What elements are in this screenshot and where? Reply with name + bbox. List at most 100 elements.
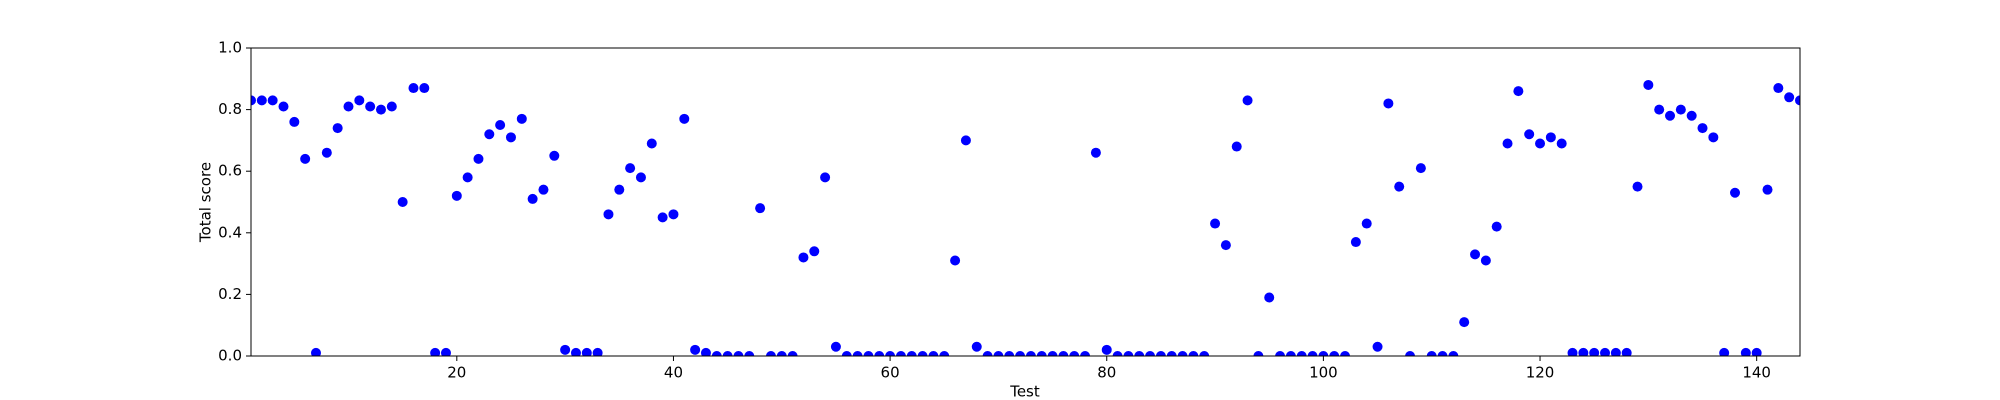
point [679,113,690,124]
point [820,172,831,183]
point [1600,347,1611,356]
point [1632,181,1643,192]
point [1686,110,1697,121]
point [614,184,625,195]
point [1090,147,1101,158]
point [1437,351,1448,356]
point [570,347,581,356]
point [895,351,906,356]
point [1578,347,1589,356]
point [267,95,278,106]
x-tick-label: 20 [447,364,466,382]
point [1535,138,1546,149]
point [1264,292,1275,303]
point [1242,95,1253,106]
y-tick-label: 0.8 [218,100,242,118]
point [462,172,473,183]
y-tick-label: 0.0 [218,347,242,365]
point [690,344,701,355]
point [419,83,430,94]
point [495,120,506,130]
point [939,351,950,356]
x-tick-label: 40 [664,364,683,382]
point [1296,351,1307,356]
point [397,197,408,207]
point [1448,351,1459,356]
point [657,212,668,223]
point [1025,351,1036,356]
point [278,101,289,112]
point [1762,184,1773,195]
point [1361,218,1372,229]
point [1719,347,1730,356]
x-axis-label: Test [1009,383,1040,400]
point [1491,221,1502,232]
point [1708,132,1719,143]
point [1210,218,1221,229]
point [1080,351,1091,356]
point [1307,351,1318,356]
point [430,347,441,356]
point [960,135,971,146]
point [1004,351,1015,356]
point [581,347,592,356]
point [765,351,776,356]
point [1199,351,1210,356]
point [386,101,397,112]
point [1015,351,1026,356]
point [1751,347,1762,356]
x-tick-label: 80 [1097,364,1116,382]
point [1275,351,1286,356]
point [1340,351,1351,356]
point [1036,351,1047,356]
point [798,252,809,263]
point [1545,132,1556,143]
y-tick-label: 0.6 [218,162,242,180]
point [1329,351,1340,356]
point [863,351,874,356]
point [1145,351,1156,356]
point [809,246,820,257]
point [874,351,885,356]
point [603,209,614,220]
point [310,347,321,356]
point [1253,351,1264,356]
point [1675,104,1686,115]
point [375,104,386,115]
point [1220,240,1231,251]
point [841,351,852,356]
point [700,347,711,356]
point [1123,351,1134,356]
point [1069,351,1080,356]
point [516,113,527,124]
point [549,150,560,161]
axes-frame [250,47,1801,357]
point [332,123,343,134]
point [1405,351,1416,356]
point [527,193,538,204]
point [1784,92,1795,103]
point [906,351,917,356]
point [668,209,679,220]
point [1459,317,1470,328]
x-tick-label: 100 [1309,364,1338,382]
point [440,347,451,356]
point [787,351,798,356]
point [451,190,462,201]
point [1665,110,1676,121]
point [1567,347,1578,356]
point [993,351,1004,356]
point [885,351,896,356]
point [1697,123,1708,134]
point [1513,86,1524,97]
point [744,351,755,356]
y-tick-label: 0.4 [218,223,242,241]
point [560,344,571,355]
point [1177,351,1188,356]
point [256,95,267,106]
point [971,341,982,352]
point [1155,351,1166,356]
x-tick-label: 120 [1526,364,1555,382]
